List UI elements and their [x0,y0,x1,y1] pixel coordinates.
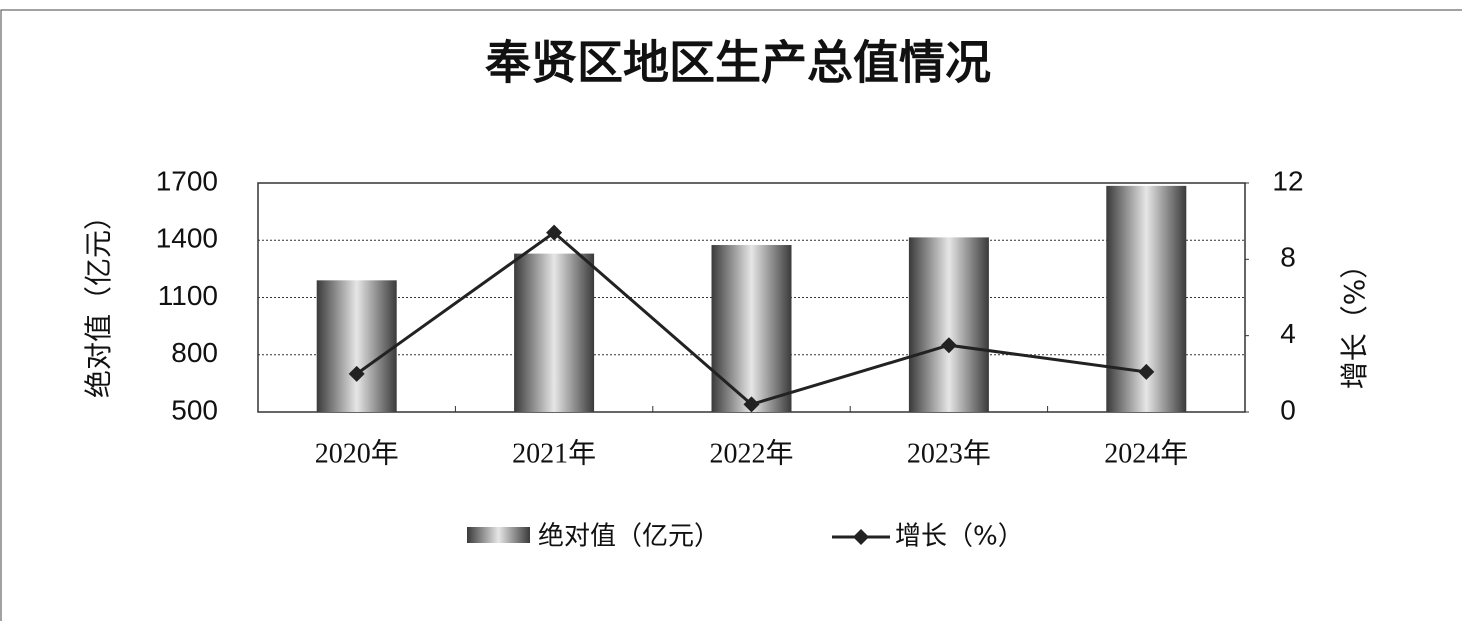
y-axis-label: 绝对值（亿元） [82,202,115,398]
marker [546,224,563,241]
y-tick-label: 500 [171,394,218,425]
chart-title: 奉贤区地区生产总值情况 [485,36,991,90]
legend-label: 增长（%） [895,522,1024,552]
legend-marker [853,529,869,545]
y-tick-label: 800 [171,337,218,368]
marker [940,337,957,354]
y-tick-label: 1100 [158,280,218,311]
bar [316,280,397,412]
y2-tick-label: 4 [1280,318,1296,349]
y2-tick-label: 12 [1272,165,1303,196]
x-tick-label: 2021年 [512,437,596,469]
marker [1138,363,1155,380]
bar [711,245,792,412]
bar [514,253,595,412]
y-tick-label: 1400 [156,223,218,254]
frame [0,9,1462,621]
x-tick-label: 2022年 [709,437,793,469]
bar [908,237,989,412]
x-tick-label: 2024年 [1104,437,1188,469]
x-tick-label: 2020年 [315,437,399,469]
y-tick-label: 1700 [156,165,218,196]
legend-swatch [467,527,530,543]
marker [348,365,365,382]
y2-tick-label: 8 [1280,242,1296,273]
legend-label: 绝对值（亿元） [538,522,720,552]
x-tick-label: 2023年 [907,437,991,469]
marker [743,396,760,413]
y2-tick-label: 0 [1280,394,1296,425]
y2-axis-label: 增长（%） [1338,251,1371,390]
